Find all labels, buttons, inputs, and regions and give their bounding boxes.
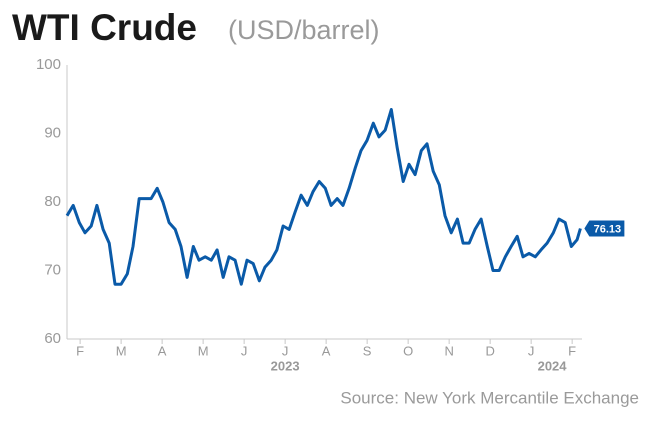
- last-value-badge: [584, 220, 625, 237]
- y-tick-label: 70: [44, 261, 61, 278]
- x-tick-label: J: [241, 343, 248, 358]
- x-tick-label: A: [158, 343, 167, 358]
- line: [65, 108, 582, 286]
- chart-title: WTI Crude: [12, 7, 197, 48]
- y-tick-label: 100: [36, 56, 61, 73]
- x-tick-label: N: [444, 343, 453, 358]
- x-tick-label: J: [528, 343, 535, 358]
- x-tick-label: F: [76, 343, 84, 358]
- x-tick-label: A: [322, 343, 331, 358]
- y-tick-label: 90: [44, 124, 61, 141]
- x-tick-label: D: [485, 343, 494, 358]
- x-tick-label: J: [282, 343, 289, 358]
- x-tick-label: O: [403, 343, 413, 358]
- y-tick-label: 80: [44, 193, 61, 210]
- x-tick-label: M: [116, 343, 127, 358]
- last-value-label: 76.13: [594, 223, 622, 235]
- x-tick-label: F: [568, 343, 576, 358]
- source: Source: New York Mercantile Exchange: [340, 388, 639, 407]
- chart-subtitle: (USD/barrel): [228, 15, 380, 45]
- y-tick-label: 60: [44, 330, 61, 347]
- x-tick-label: S: [363, 343, 372, 358]
- year-label: 2024: [538, 358, 568, 373]
- year-label: 2023: [271, 358, 300, 373]
- x-tick-label: M: [198, 343, 209, 358]
